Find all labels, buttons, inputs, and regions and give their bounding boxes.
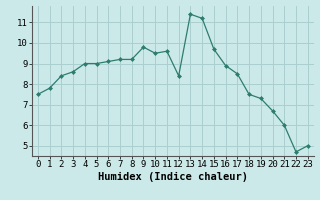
X-axis label: Humidex (Indice chaleur): Humidex (Indice chaleur) xyxy=(98,172,248,182)
